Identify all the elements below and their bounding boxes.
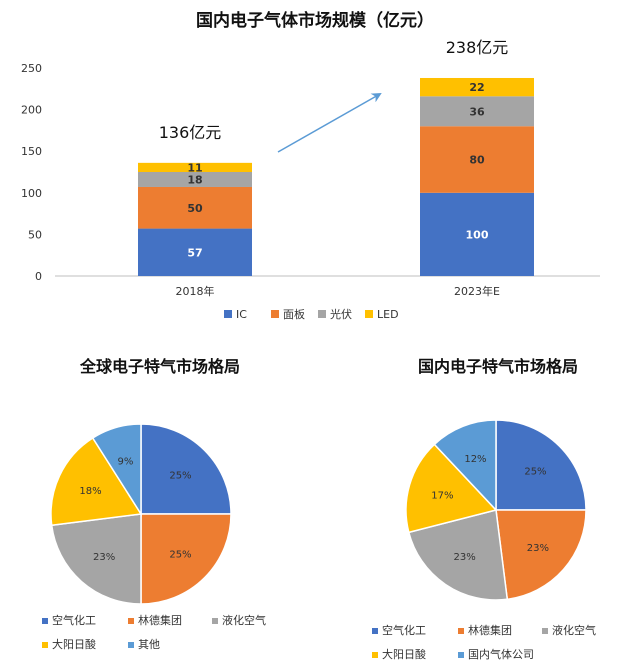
pie-slice-label: 23% [527,543,549,554]
legend-label: 光伏 [330,307,352,321]
legend-swatch [458,628,464,634]
pie-title: 国内电子特气市场格局 [418,357,578,376]
growth-arrow [277,93,382,153]
y-tick-label: 250 [21,62,42,75]
pie-slice-大阳日酸 [405,443,498,534]
bar-segment-光伏 [138,172,252,187]
pie-slice-label: 17% [431,490,453,501]
bar-total-label: 136亿元 [159,123,222,142]
bar-data-label: 100 [466,228,489,241]
legend-label: 大阳日酸 [382,647,426,661]
pie-slice-label: 12% [464,454,486,465]
bar-data-label: 50 [187,202,203,215]
legend-swatch [42,618,48,624]
legend-swatch [42,642,48,648]
pie-slice-空气化工 [140,423,232,515]
legend-swatch [128,642,134,648]
global-market-pie-chart: 全球电子特气市场格局 25% 25% 23% 18% 9% 空气化工 林德集团 液化空气大阳日酸… [42,357,266,651]
bar-segment-面板 [138,186,252,229]
bar-total-label: 238亿元 [446,38,509,57]
legend-swatch [372,652,378,658]
pie-slice-林德集团 [140,513,232,605]
legend-label: 液化空气 [222,613,266,627]
legend-label: 林德集团 [468,623,512,637]
pie-slice-label: 25% [524,467,546,478]
bar-segment-LED [138,162,252,172]
legend-label: 林德集团 [138,613,182,627]
y-tick-label: 100 [21,187,42,200]
x-tick-label: 2023年E [454,284,500,298]
legend-swatch [212,618,218,624]
bar-data-label: 80 [469,154,485,167]
y-tick-label: 50 [28,228,42,241]
legend-swatch [372,628,378,634]
pie-slice-label: 18% [79,486,101,497]
pie-slice-label: 25% [169,549,191,560]
legend-label: 大阳日酸 [52,637,96,651]
bar-data-label: 36 [469,105,485,118]
bar-segment-LED [420,77,534,97]
legend-label: 液化空气 [552,623,596,637]
legend-swatch-面板 [271,310,279,318]
pie-slice-空气化工 [495,419,587,511]
legend-swatch-IC [224,310,232,318]
bar-data-label: 57 [187,246,202,259]
legend-label: LED [377,308,399,321]
legend-label: 面板 [283,307,305,321]
pie-slice-label: 23% [93,552,115,563]
legend-swatch [542,628,548,634]
legend-swatch-光伏 [318,310,326,318]
legend-swatch [458,652,464,658]
pie-slice-其他 [91,423,142,517]
pie-slice-林德集团 [495,509,587,601]
bar-segment-光伏 [420,96,534,127]
bar-segment-IC [138,228,252,276]
legend-swatch [128,618,134,624]
pie-slice-液化空气 [50,513,142,605]
legend-swatch-LED [365,310,373,318]
y-tick-label: 200 [21,104,42,117]
pie-slice-大阳日酸 [50,436,143,527]
bar-segment-IC [420,192,534,276]
pie-slice-液化空气 [407,509,509,601]
bar-segment-面板 [420,126,534,193]
bar-data-label: 18 [187,173,202,186]
pie-slice-label: 25% [169,471,191,482]
legend-label: IC [236,308,247,321]
x-tick-label: 2018年 [176,284,215,298]
pie-title: 全球电子特气市场格局 [79,357,240,376]
legend-label: 其他 [138,638,160,651]
pie-slice-label: 23% [454,552,476,563]
legend-label: 空气化工 [52,613,96,627]
pie-slice-label: 9% [117,456,133,467]
bar-data-label: 22 [469,81,484,94]
legend-label: 空气化工 [382,623,426,637]
y-tick-label: 0 [35,270,42,283]
y-tick-label: 150 [21,145,42,158]
bar-data-label: 11 [187,161,202,174]
pie-slice-国内气体公司 [433,419,497,512]
chart-title: 国内电子气体市场规模（亿元） [196,10,434,31]
legend-label: 国内气体公司 [468,647,534,661]
domestic-market-pie-chart: 国内电子特气市场格局 25% 23% 23% 17% 12% 空气化工 林德集团 液化空气大阳日… [372,357,596,661]
